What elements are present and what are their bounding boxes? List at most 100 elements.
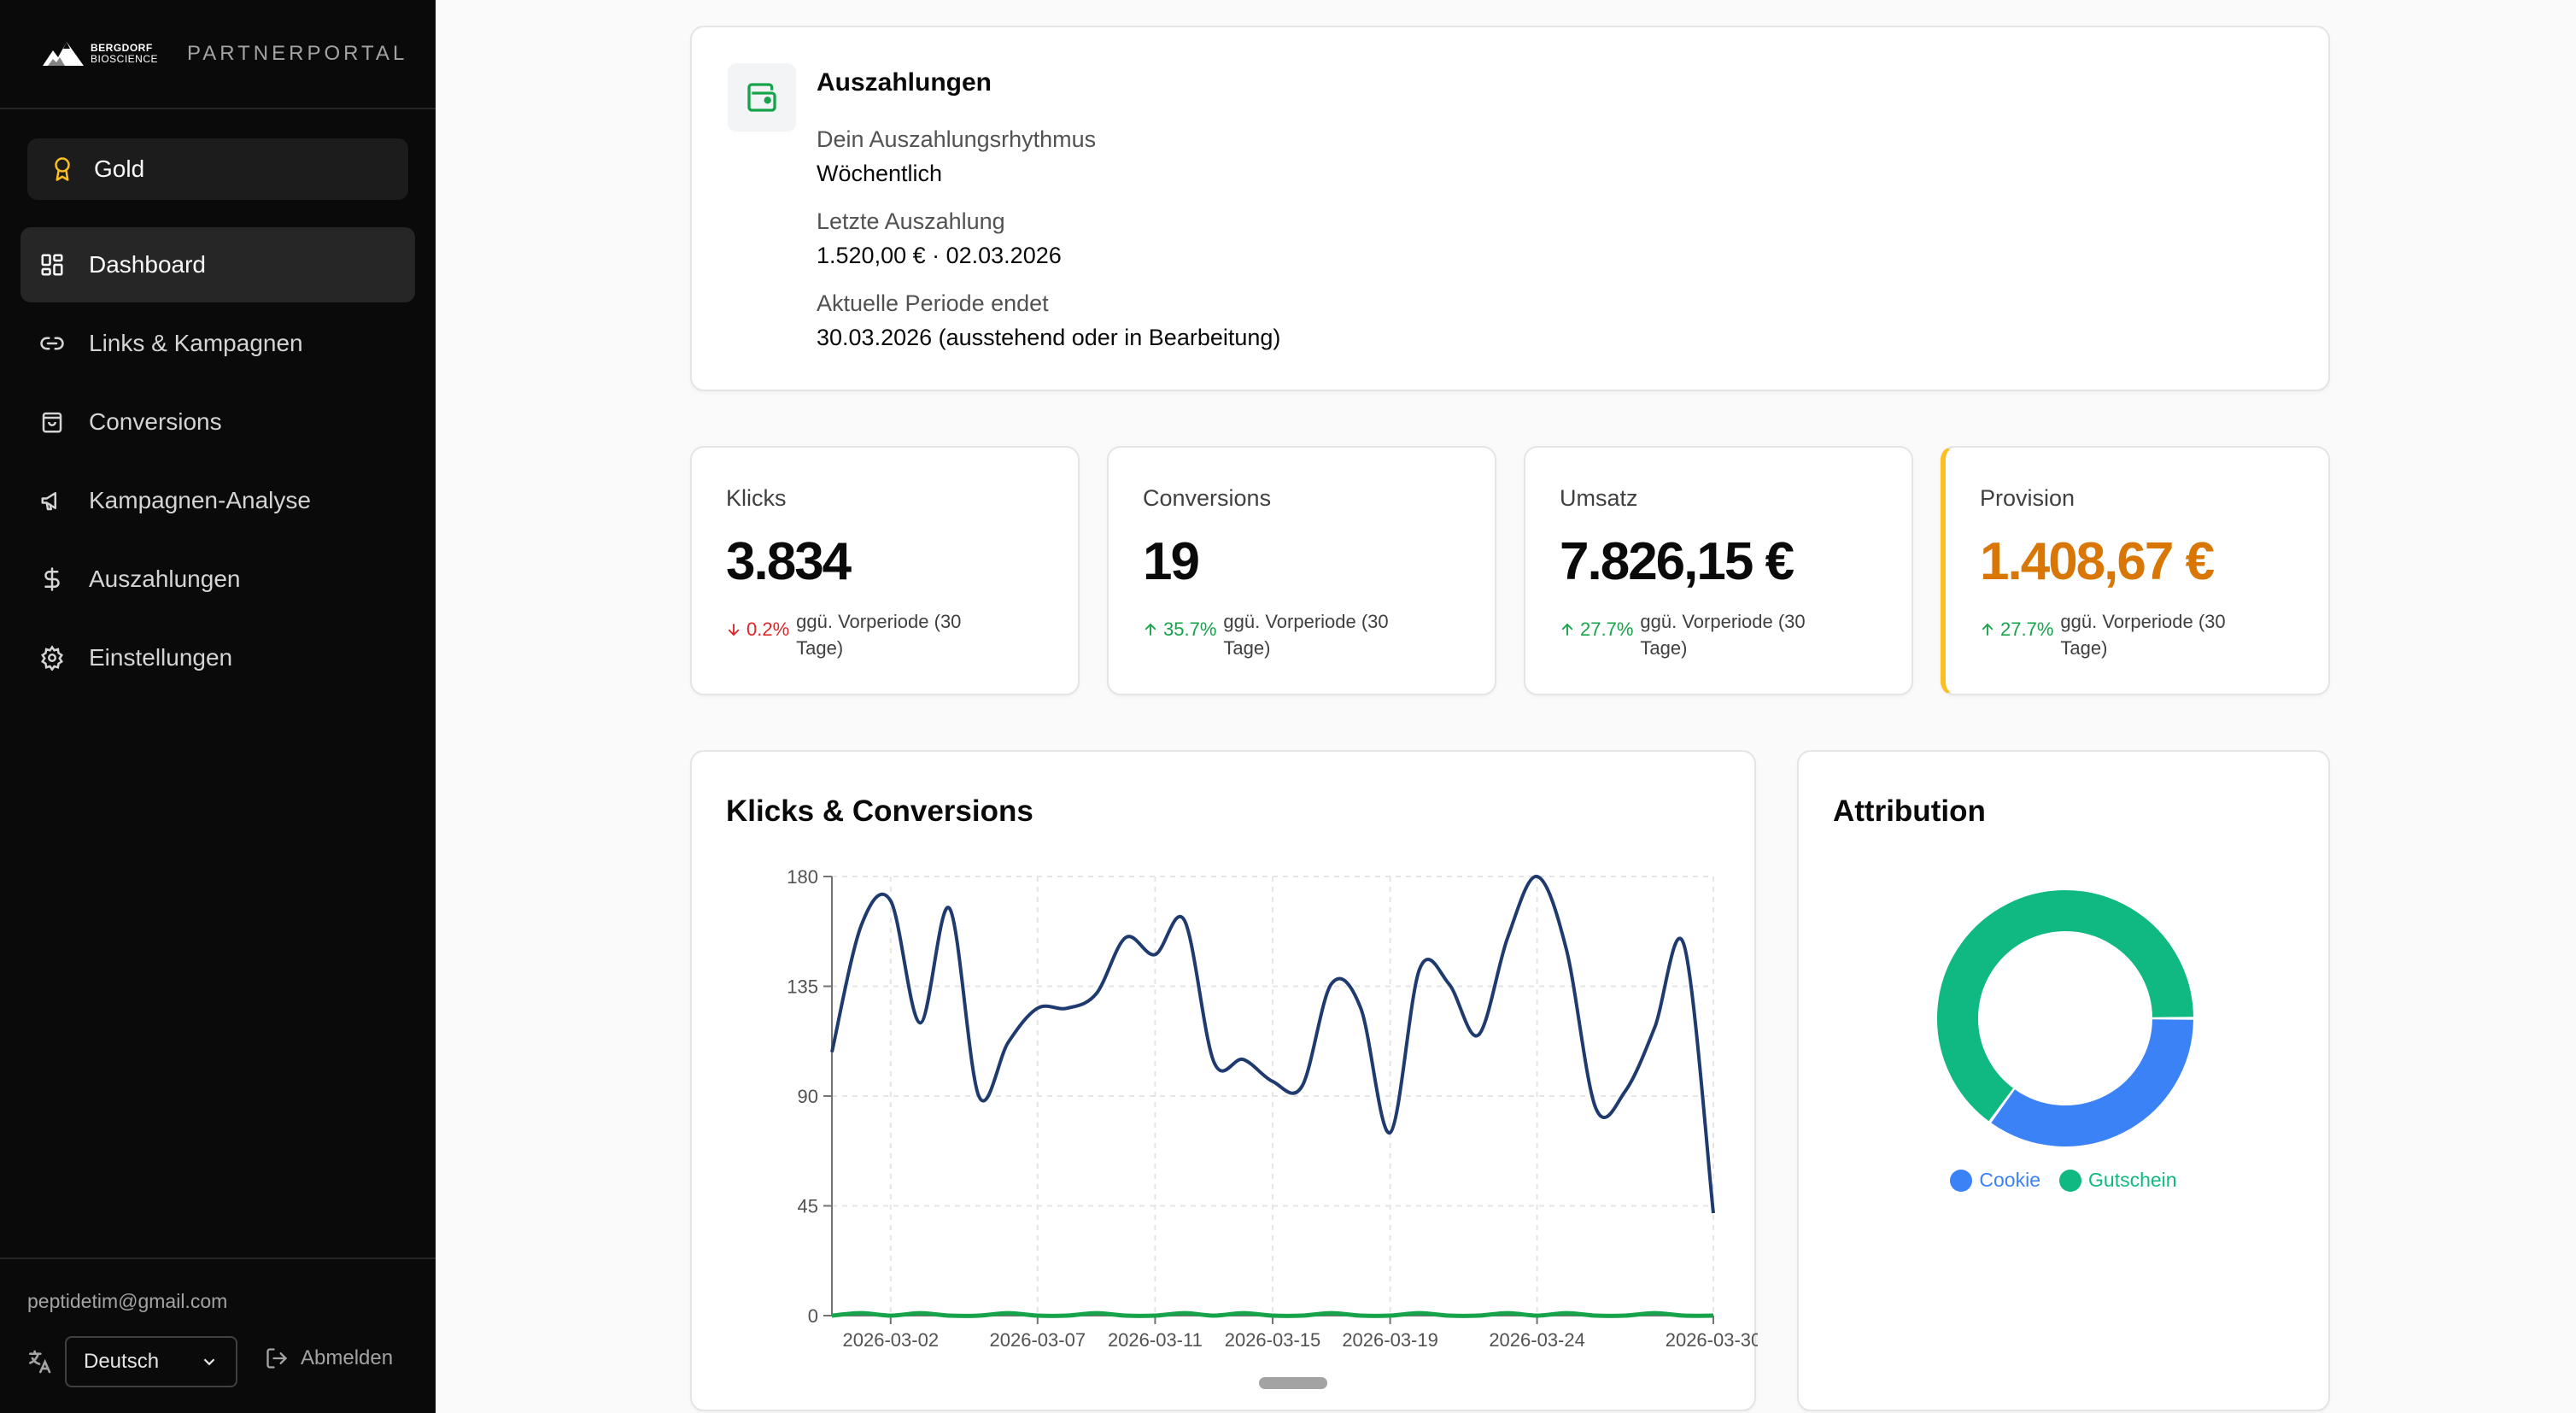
stat-trend: 27.7% ggü. Vorperiode (30 Tage)	[1980, 608, 2257, 661]
nav-item-campaign-analysis[interactable]: Kampagnen-Analyse	[20, 463, 415, 538]
nav-label: Conversions	[89, 408, 222, 435]
shopping-bag-icon	[42, 412, 62, 433]
payout-rhythm-value: Wöchentlich	[817, 161, 943, 186]
nav-label: Kampagnen-Analyse	[89, 487, 311, 513]
tier-label: Gold	[94, 155, 145, 182]
link-icon	[40, 337, 64, 350]
stat-label: Conversions	[1143, 485, 1272, 511]
chevron-down-icon	[203, 1358, 215, 1366]
y-tick-label: 135	[787, 976, 818, 998]
logo-line2: BIOSCIENCE	[91, 53, 159, 65]
stat-trend: 27.7% ggü. Vorperiode (30 Tage)	[1560, 608, 1836, 661]
legend-label: Gutschein	[2088, 1169, 2177, 1191]
x-tick-label: 2026-03-15	[1225, 1329, 1321, 1351]
stat-value: 19	[1143, 532, 1200, 591]
payout-last-label: Letzte Auszahlung	[817, 208, 1005, 234]
nav-label: Dashboard	[89, 251, 206, 278]
stat-label: Umsatz	[1560, 485, 1638, 511]
y-tick-label: 0	[808, 1305, 818, 1327]
logout-icon	[266, 1348, 288, 1369]
stat-trend: 0.2% ggü. Vorperiode (30 Tage)	[726, 608, 992, 661]
attribution-card: Attribution Cookie Gutschein	[1797, 750, 2330, 1411]
legend-item-cookie[interactable]: Cookie	[1950, 1169, 2040, 1192]
nav-label: Auszahlungen	[89, 566, 241, 592]
x-tick-label: 2026-03-11	[1108, 1329, 1203, 1351]
wallet-icon	[747, 83, 776, 112]
mountain-logo-icon	[43, 42, 84, 66]
series-line-conversions	[831, 1310, 1714, 1318]
trend-value: 0.2%	[746, 619, 790, 640]
x-tick-label: 2026-03-24	[1489, 1329, 1585, 1351]
sidebar: BERGDORF BIOSCIENCE PARTNERPORTAL Gold D…	[0, 0, 436, 1413]
clicks-conversions-card: Klicks & Conversions 0 45 90 135 180 2026-03-…	[690, 750, 1758, 1411]
trend-value: 27.7%	[1580, 619, 1634, 640]
payout-period-label: Aktuelle Periode endet	[817, 290, 1049, 316]
stat-card-conversions: Conversions 19 35.7% ggü. Vorperiode (30…	[1107, 446, 1496, 695]
sidebar-footer: peptidetim@gmail.com Deutsch Abmelden	[0, 1258, 436, 1413]
nav-item-settings[interactable]: Einstellungen	[20, 620, 415, 695]
brand-header: BERGDORF BIOSCIENCE PARTNERPORTAL	[0, 0, 436, 109]
y-tick-label: 180	[787, 866, 818, 888]
trend-value: 35.7%	[1163, 619, 1217, 640]
translate-icon	[29, 1350, 51, 1374]
stat-value: 7.826,15 €	[1560, 532, 1794, 591]
legend-dot	[1950, 1169, 1973, 1192]
trend-value: 27.7%	[2000, 619, 2054, 640]
logo[interactable]: BERGDORF BIOSCIENCE	[41, 37, 158, 71]
payout-card: Auszahlungen Dein Auszahlungsrhythmus Wö…	[690, 26, 2330, 391]
legend-item-voucher[interactable]: Gutschein	[2059, 1169, 2177, 1192]
language-select[interactable]: Deutsch	[65, 1336, 237, 1387]
tier-badge: Gold	[27, 138, 408, 200]
arrow-up-icon	[1561, 623, 1573, 636]
user-email: peptidetim@gmail.com	[27, 1290, 228, 1312]
nav-item-links[interactable]: Links & Kampagnen	[20, 306, 415, 381]
donut-slice-cookie	[1991, 1018, 2193, 1146]
dollar-icon	[44, 567, 60, 591]
x-tick-label: 2026-03-19	[1342, 1329, 1438, 1351]
x-tick-label: 2026-03-30	[1666, 1329, 1758, 1351]
arrow-up-icon	[1982, 623, 1993, 636]
legend-label: Cookie	[1979, 1169, 2041, 1191]
trend-note: ggü. Vorperiode (30 Tage)	[1640, 611, 1806, 659]
payout-last-value: 1.520,00 € · 02.03.2026	[817, 243, 1062, 268]
logout-label: Abmelden	[301, 1346, 394, 1369]
donut-chart	[1937, 890, 2193, 1146]
payout-rhythm-label: Dein Auszahlungsrhythmus	[817, 126, 1097, 152]
scroll-handle[interactable]	[1259, 1377, 1327, 1389]
nav-item-dashboard[interactable]: Dashboard	[20, 227, 415, 302]
attribution-title: Attribution	[1833, 794, 1986, 828]
donut-slice-gutschein	[1937, 890, 2193, 1122]
stat-card-clicks: Klicks 3.834 0.2% ggü. Vorperiode (30 Ta…	[690, 446, 1080, 695]
language-value: Deutsch	[84, 1350, 160, 1373]
nav-label: Links & Kampagnen	[89, 330, 303, 356]
stat-label: Klicks	[726, 485, 787, 511]
dashboard-icon	[41, 254, 63, 276]
nav-item-payouts[interactable]: Auszahlungen	[20, 542, 415, 617]
nav-label: Einstellungen	[89, 644, 233, 671]
stat-value: 3.834	[726, 532, 852, 591]
payout-period-value: 30.03.2026 (ausstehend oder in Bearbeitu…	[817, 325, 1281, 350]
stat-value: 1.408,67 €	[1980, 532, 2215, 591]
stat-card-commission: Provision 1.408,67 € 27.7% ggü. Vorperio…	[1941, 446, 2330, 695]
attribution-legend: Cookie Gutschein	[1799, 1169, 2328, 1192]
legend-dot	[2059, 1169, 2082, 1192]
megaphone-icon	[41, 492, 56, 511]
chart-title: Klicks & Conversions	[726, 794, 1033, 828]
wallet-icon-box	[728, 63, 796, 132]
main-nav: Dashboard Links & Kampagnen Conversions …	[20, 227, 415, 699]
x-tick-label: 2026-03-07	[990, 1329, 1086, 1351]
series-line-clicks	[830, 875, 1715, 1214]
arrow-down-icon	[728, 624, 740, 636]
nav-item-conversions[interactable]: Conversions	[20, 384, 415, 460]
award-icon	[55, 157, 70, 181]
logout-button[interactable]: Abmelden	[265, 1346, 393, 1370]
stat-trend: 35.7% ggü. Vorperiode (30 Tage)	[1143, 608, 1420, 661]
stat-label: Provision	[1980, 485, 2075, 511]
arrow-up-icon	[1145, 623, 1156, 636]
portal-name: PARTNERPORTAL	[187, 42, 408, 65]
gear-icon	[41, 645, 63, 671]
x-tick-label: 2026-03-02	[843, 1329, 940, 1351]
trend-note: ggü. Vorperiode (30 Tage)	[1223, 611, 1389, 659]
logo-line1: BERGDORF	[91, 42, 153, 54]
stat-card-revenue: Umsatz 7.826,15 € 27.7% ggü. Vorperiode …	[1524, 446, 1913, 695]
